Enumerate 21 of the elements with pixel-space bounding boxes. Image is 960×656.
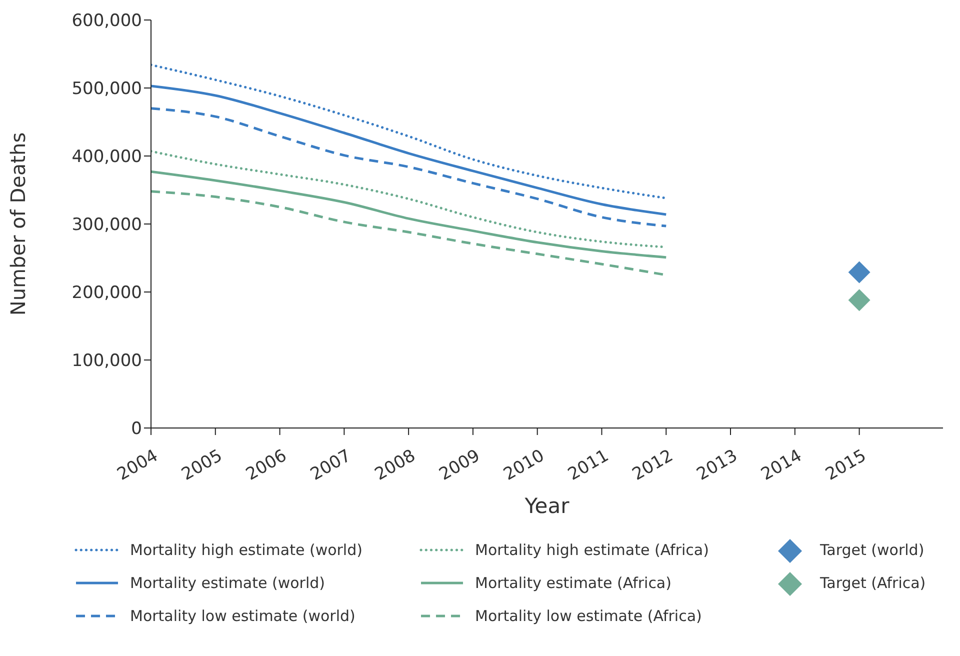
y-tick-label: 500,000 xyxy=(72,79,142,100)
line-series xyxy=(151,64,668,200)
legend-label: Mortality low estimate (Africa) xyxy=(475,606,702,624)
legend-label: Mortality low estimate (world) xyxy=(130,606,356,624)
line-series xyxy=(151,84,668,216)
legend-label: Target (Africa) xyxy=(820,574,926,592)
x-axis-title: Year xyxy=(524,494,570,518)
y-tick-label: 100,000 xyxy=(72,351,142,372)
y-axis-title: Number of Deaths xyxy=(6,132,30,316)
y-tick-label: 400,000 xyxy=(72,147,142,168)
legend-label: Mortality high estimate (world) xyxy=(130,540,362,558)
y-tick-label: 300,000 xyxy=(72,215,142,236)
line-series xyxy=(151,107,668,228)
line-series xyxy=(151,170,668,259)
y-tick-label: 0 xyxy=(131,419,142,440)
y-tick-label: 600,000 xyxy=(72,11,142,32)
legend-label: Mortality high estimate (Africa) xyxy=(475,540,709,558)
y-tick-label: 200,000 xyxy=(72,283,142,304)
legend-label: Target (world) xyxy=(820,540,924,558)
legend-label: Mortality estimate (Africa) xyxy=(475,574,672,592)
legend-label: Mortality estimate (world) xyxy=(130,574,325,592)
